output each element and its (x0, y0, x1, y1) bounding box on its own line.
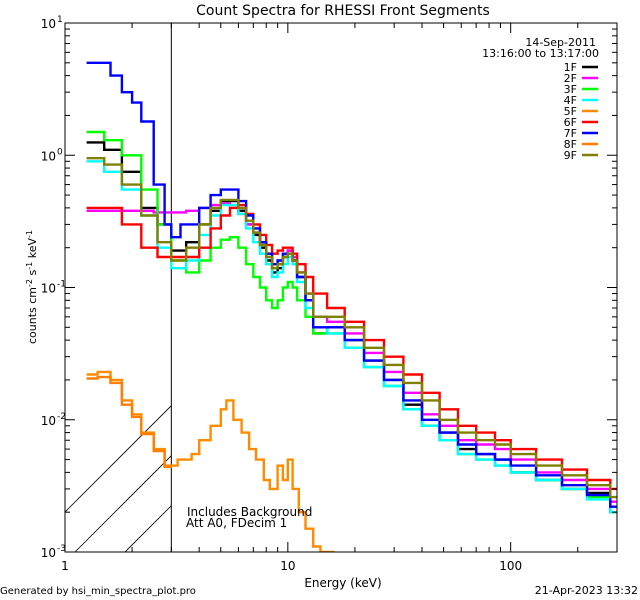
y-tick-label-exponent: -2 (57, 412, 66, 422)
y-tick-label: 10 (41, 414, 56, 428)
series-7F-line (86, 61, 617, 508)
x-tick-label: 10 (280, 559, 295, 573)
series-5F-line (86, 370, 335, 552)
y-axis-label: counts cm-2 s-1 keV-1 (25, 230, 39, 344)
series-8F-line (86, 375, 173, 469)
background-hatched-region (65, 23, 640, 552)
y-tick-label: 10 (41, 17, 56, 31)
y-tick-label: 10 (41, 149, 56, 163)
hatch-stripe (625, 23, 640, 552)
legend-label-5F: 5F (564, 105, 577, 118)
y-tick-label-exponent: 0 (57, 147, 63, 157)
legend-label-4F: 4F (564, 94, 577, 107)
date-label: 14-Sep-2011 (525, 36, 596, 49)
legend-label-2F: 2F (564, 72, 577, 85)
series-6F-line (86, 203, 617, 491)
hatch-stripe (375, 23, 640, 552)
annotation-attenuator: Att A0, FDecim 1 (186, 516, 287, 530)
y-tick-label-exponent: -3 (57, 544, 66, 554)
annotation-background: Includes Background (187, 505, 312, 519)
legend-label-7F: 7F (564, 127, 577, 140)
legend-label-6F: 6F (564, 116, 577, 129)
footer-generator: Generated by hsi_min_spectra_plot.pro (0, 586, 196, 597)
legend-label-9F: 9F (564, 149, 577, 162)
series-3F-line (86, 130, 617, 508)
hatch-stripe (65, 405, 172, 513)
time-range-label: 13:16:00 to 13:17:00 (482, 47, 599, 60)
y-tick-label: 10 (41, 282, 56, 296)
hatch-stripe (74, 455, 172, 552)
x-tick-label: 100 (499, 559, 522, 573)
y-tick-label-exponent: 1 (57, 15, 63, 25)
spectra-series-group (86, 61, 617, 552)
hatch-stripe (275, 23, 640, 552)
chart-title: Count Spectra for RHESSI Front Segments (196, 3, 490, 19)
legend-label-1F: 1F (564, 61, 577, 74)
legend-label-3F: 3F (564, 83, 577, 96)
legend-label-8F: 8F (564, 138, 577, 151)
hatch-stripe (325, 23, 640, 552)
footer-timestamp: 21-Apr-2023 13:32 (535, 584, 638, 597)
y-tick-label-exponent: -1 (57, 280, 66, 290)
series-9F-line (86, 157, 617, 499)
y-tick-label: 10 (41, 546, 56, 560)
x-tick-label: 1 (61, 559, 69, 573)
x-axis-label: Energy (keV) (304, 576, 381, 590)
